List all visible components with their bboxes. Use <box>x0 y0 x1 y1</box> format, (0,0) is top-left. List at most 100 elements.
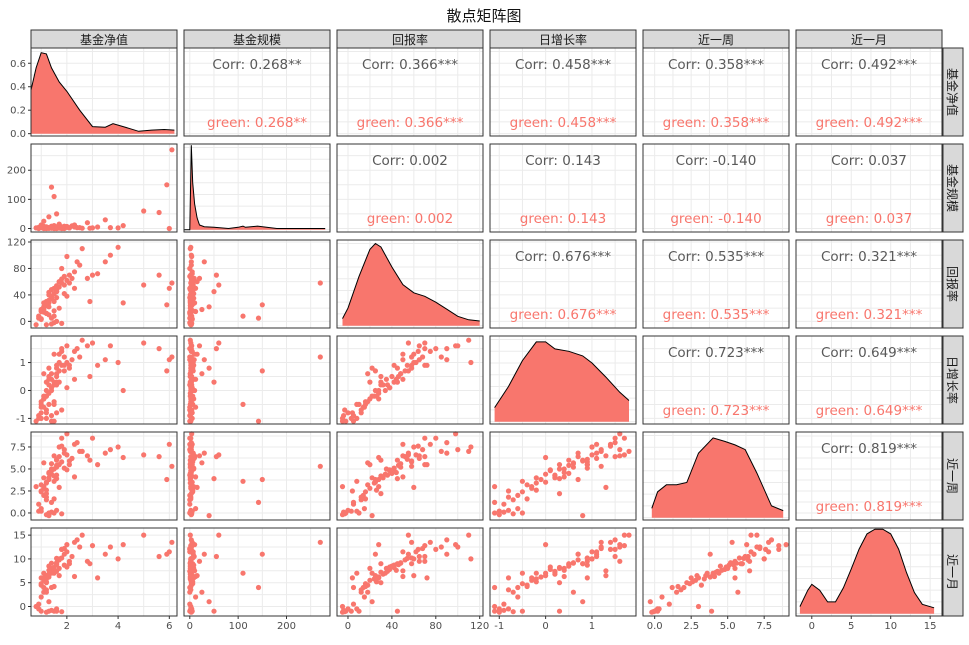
scatter-point <box>709 608 715 614</box>
scatter-point <box>120 300 126 306</box>
scatter-point <box>354 508 360 514</box>
scatter-point <box>519 570 526 576</box>
scatter-point <box>621 435 628 441</box>
panel-border <box>183 335 331 425</box>
scatter-point <box>115 244 121 250</box>
scatter-point <box>584 456 590 462</box>
scatter-point <box>612 454 618 460</box>
panel: Corr: 0.321*** green: 0.321*** <box>795 239 943 329</box>
panel-border <box>336 47 484 137</box>
scatter-point <box>43 301 50 307</box>
scatter-point <box>533 475 539 481</box>
y-tick-label: 0 <box>20 224 26 235</box>
scatter-point <box>46 382 52 388</box>
scatter-point <box>524 482 530 488</box>
scatter-point <box>519 581 526 587</box>
row-strip <box>942 431 964 521</box>
scatter-point <box>89 340 96 346</box>
scatter-point <box>255 315 262 321</box>
scatter-point <box>594 549 600 555</box>
scatter-point <box>647 599 653 605</box>
scatter-point <box>519 489 526 495</box>
scatter-point <box>206 513 212 519</box>
scatter-point <box>194 351 200 357</box>
scatter-point <box>455 447 461 453</box>
scatter-point <box>444 551 450 557</box>
scatter-point <box>193 285 199 291</box>
x-tick-label: 15 <box>924 621 937 632</box>
scatter-point <box>48 461 55 467</box>
scatter-point <box>589 549 595 555</box>
correlation-group: green: 0.676*** <box>510 307 617 323</box>
correlation-overall: Corr: 0.366*** <box>362 57 458 73</box>
scatter-point <box>405 452 411 458</box>
scatter-point <box>259 551 265 557</box>
scatter-point <box>71 573 78 580</box>
scatter-point <box>48 418 55 424</box>
panel-border <box>795 335 943 425</box>
panel-border <box>642 527 790 617</box>
column-strip-label: 近一月 <box>851 33 887 47</box>
scatter-point <box>189 283 195 289</box>
scatter-point <box>607 443 614 449</box>
scatter-point <box>547 564 553 570</box>
row-strip-label: 回报率 <box>945 266 960 302</box>
scatter-point <box>694 573 700 579</box>
scatter-point <box>188 348 194 354</box>
scatter-point <box>566 470 572 476</box>
scatter-point <box>166 285 172 291</box>
scatter-point <box>193 474 199 480</box>
scatter-point <box>362 583 369 590</box>
scatter-point <box>102 357 108 363</box>
scatter-point <box>674 589 680 595</box>
panel: Corr: 0.458*** green: 0.458*** <box>489 47 637 137</box>
scatter-point <box>612 553 618 560</box>
panel: Corr: 0.676*** green: 0.676*** <box>489 239 637 329</box>
scatter-point <box>404 555 410 562</box>
scatter-point <box>373 487 380 493</box>
y-tick-label: 0 <box>20 602 26 613</box>
scatter-point <box>87 373 93 380</box>
scatter-point <box>580 513 586 519</box>
scatter-point <box>87 298 93 305</box>
scatter-point <box>415 546 421 553</box>
scatter-point <box>543 454 549 461</box>
scatter-point <box>736 555 743 561</box>
scatter-point <box>69 357 75 363</box>
panel: Corr: 0.723*** green: 0.723*** <box>642 335 790 425</box>
scatter-point <box>48 184 55 190</box>
panel-border <box>642 431 790 521</box>
scatter-point <box>444 357 450 363</box>
scatter-point <box>102 450 108 456</box>
panel-border <box>183 527 331 617</box>
x-tick-label: 0 <box>809 621 815 632</box>
correlation-group: green: 0.037 <box>826 211 912 227</box>
scatter-point <box>362 399 369 405</box>
scatter-point <box>188 443 194 449</box>
panel: Corr: -0.140 green: -0.140 <box>642 143 790 233</box>
scatter-point <box>655 608 661 614</box>
scatter-point <box>433 346 439 352</box>
scatter-point <box>589 444 595 450</box>
scatter-point <box>424 362 430 368</box>
row-strip <box>942 47 964 137</box>
scatter-point <box>164 476 170 483</box>
scatter-point <box>594 441 600 447</box>
panel-border <box>489 143 637 233</box>
scatter-point <box>444 537 450 543</box>
x-tick-label: 80 <box>429 621 442 632</box>
scatter-point <box>240 570 246 576</box>
column-strip-label: 基金净值 <box>80 32 128 47</box>
scatter-point <box>64 467 70 473</box>
scatter-point <box>376 575 382 581</box>
scatter-point <box>84 220 90 226</box>
scatter-point <box>54 379 60 385</box>
panel <box>183 335 331 425</box>
scatter-point <box>48 225 55 231</box>
scatter-point <box>505 606 512 612</box>
scatter-point <box>543 542 549 548</box>
scatter-point <box>589 452 595 458</box>
scatter-point <box>192 542 198 548</box>
scatter-point <box>754 532 760 538</box>
scatter-point <box>59 265 65 272</box>
